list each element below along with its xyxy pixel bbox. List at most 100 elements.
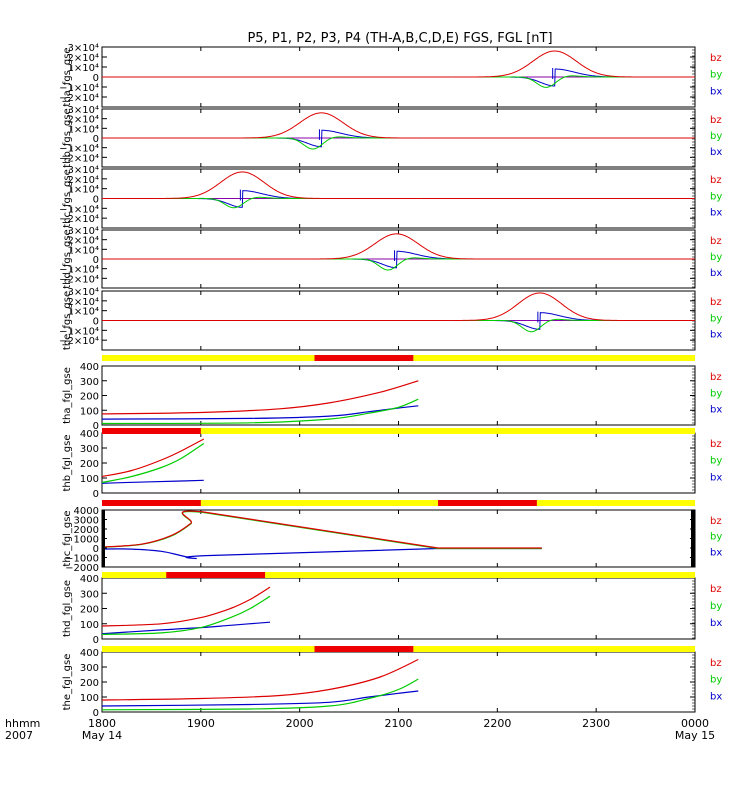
series-by: [102, 398, 419, 425]
legend-bx: bx: [710, 405, 722, 416]
edge-right: [691, 510, 695, 567]
y-axis-label: thd_fgs_gse: [62, 229, 73, 288]
legend-bx: bx: [710, 268, 722, 279]
y-tick-label: 300: [80, 444, 99, 455]
y-tick-label: 300: [80, 663, 99, 674]
y-tick-label: 2×10⁴: [68, 236, 99, 247]
legend-by: by: [710, 388, 722, 399]
y-tick-label: −2000: [65, 563, 99, 574]
series-by: [102, 678, 419, 711]
y-axis-label: the_fgl_gse: [62, 654, 73, 711]
series-bz: [102, 586, 271, 627]
y-tick-label: −2×10⁴: [59, 336, 99, 347]
y-tick-label: 2×10⁴: [68, 115, 99, 126]
legend-by: by: [710, 456, 722, 467]
x-tick-label: 1800: [88, 717, 116, 730]
legend-by: by: [710, 70, 722, 81]
series-bz: [186, 112, 421, 139]
series-group: [102, 50, 695, 88]
y-tick-label: 100: [80, 620, 99, 631]
plot-title: P5, P1, P2, P3, P4 (TH-A,B,C,D,E) FGS, F…: [247, 31, 552, 46]
series-bz: [260, 233, 518, 260]
legend-by: by: [710, 532, 722, 543]
y-tick-label: 100: [80, 406, 99, 417]
y-tick-label: −1×10⁴: [59, 144, 99, 155]
status-bar: [102, 428, 695, 434]
y-tick-label: −1×10⁴: [59, 326, 99, 337]
y-tick-label: 0: [93, 489, 99, 500]
legend-bx: bx: [710, 691, 722, 702]
legend-by: by: [710, 675, 722, 686]
x-tick-label: 1900: [187, 717, 215, 730]
y-tick-label: 200: [80, 678, 99, 689]
y-tick-label: 1×10⁴: [68, 124, 99, 135]
y-tick-label: 200: [80, 459, 99, 470]
time-axis-label: hhmm: [5, 717, 40, 730]
y-tick-label: 400: [80, 362, 99, 373]
y-tick-label: 400: [80, 648, 99, 659]
panel-frame: [101, 365, 696, 426]
series-bx: [102, 479, 204, 484]
y-tick-label: 300: [80, 377, 99, 388]
y-axis-label: thd_fgl_gse: [62, 580, 73, 637]
series-bz: [102, 658, 419, 701]
series-group: [102, 380, 419, 425]
y-tick-label: 2×10⁴: [68, 53, 99, 64]
y-tick-label: 0: [93, 195, 99, 206]
legend-bz: bz: [710, 584, 722, 595]
series-group: [102, 292, 695, 333]
status-bar-red: [102, 500, 201, 506]
panel-thd_fgl_gse: 400 300 200 100 0 thd_fgl_gse bz by bx: [62, 574, 722, 646]
y-tick-label: 3×10⁴: [68, 226, 99, 237]
y-tick-label: −1×10⁴: [59, 204, 99, 215]
panel-tha_fgl_gse: 400 300 200 100 0 tha_fgl_gse bz by bx: [62, 362, 722, 432]
y-tick-label: −1×10⁴: [59, 265, 99, 276]
series-group: [102, 171, 695, 209]
y-tick-label: 3×10⁴: [68, 43, 99, 54]
x-tick-label: 2100: [385, 717, 413, 730]
status-bar: [102, 572, 695, 578]
status-bar-red: [438, 500, 537, 506]
series-by: [102, 595, 271, 635]
y-axis-label: tha_fgs_gse: [62, 47, 73, 106]
y-tick-label: 1×10⁴: [68, 185, 99, 196]
y-tick-label: 2×10⁴: [68, 297, 99, 308]
y-axis-label: tha_fgl_gse: [62, 367, 73, 424]
y-tick-label: −2×10⁴: [59, 93, 99, 104]
status-bar-red: [166, 572, 266, 578]
y-axis-label: the_fgs_gse: [62, 291, 73, 350]
legend-bz: bz: [710, 372, 722, 383]
y-tick-label: 3000: [74, 516, 99, 527]
series-bx: [102, 690, 419, 707]
panel-thb_fgl_gse: 400 300 200 100 0 thb_fgl_gse bz by bx: [62, 429, 722, 500]
legend-bx: bx: [710, 330, 722, 341]
panel-frame: [101, 651, 696, 713]
legend-bx: bx: [710, 547, 722, 558]
x-date-label: May 15: [675, 729, 715, 742]
legend-bx: bx: [710, 472, 722, 483]
y-tick-label: −2×10⁴: [59, 153, 99, 164]
series-bz: [102, 510, 542, 549]
y-tick-label: 1×10⁴: [68, 63, 99, 74]
series-group: [102, 658, 419, 711]
legend-by: by: [710, 601, 722, 612]
x-tick-label: 2200: [483, 717, 511, 730]
y-tick-label: 0: [93, 544, 99, 555]
series-bx: [102, 547, 542, 560]
y-tick-label: −1000: [65, 554, 99, 565]
y-tick-label: 300: [80, 589, 99, 600]
y-tick-label: 0: [93, 708, 99, 719]
y-tick-label: −2×10⁴: [59, 274, 99, 285]
y-axis-label: thc_fgs_gse: [62, 169, 73, 228]
y-tick-label: 1×10⁴: [68, 307, 99, 318]
y-tick-label: 3×10⁴: [68, 287, 99, 298]
y-tick-label: 1×10⁴: [68, 245, 99, 256]
y-tick-label: −1×10⁴: [59, 83, 99, 94]
series-bx: [102, 405, 419, 420]
legend-bx: bx: [710, 86, 722, 97]
y-tick-label: 4000: [74, 506, 99, 517]
series-group: [102, 112, 695, 150]
